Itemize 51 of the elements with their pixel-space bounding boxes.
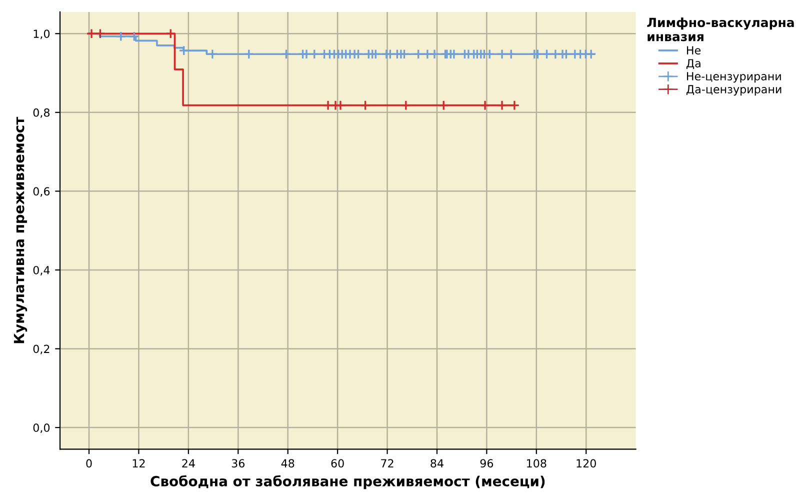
- x-tick-label: 96: [480, 459, 494, 468]
- point: [550, 48, 561, 60]
- point: [165, 28, 176, 39]
- point: [496, 48, 508, 60]
- y-tick-label: 1,0: [34, 30, 50, 40]
- x-tick-label: 120: [576, 459, 596, 468]
- point: [413, 48, 424, 60]
- point: [400, 100, 412, 111]
- point: [480, 100, 490, 111]
- x-tick-label: 60: [331, 459, 344, 468]
- x-tick-label: 0: [86, 459, 92, 468]
- x-tick-label: 108: [527, 459, 546, 468]
- point: [244, 48, 254, 60]
- point: [509, 100, 520, 111]
- y-tick-label: 0,6: [33, 187, 50, 197]
- y-tick-label: 0,0: [33, 424, 50, 434]
- legend-title: Лимфно-васкуларна инвазия: [647, 17, 794, 42]
- y-axis-title: Кумулативна преживяемост: [14, 116, 28, 344]
- legend-label: Да: [686, 59, 700, 70]
- y-tick-label: 0,2: [33, 344, 50, 354]
- x-tick-label: 36: [232, 459, 245, 468]
- point: [586, 48, 596, 60]
- point: [532, 48, 543, 60]
- point: [322, 100, 334, 111]
- point: [207, 48, 218, 60]
- point: [116, 31, 126, 42]
- x-tick-label: 48: [281, 459, 294, 468]
- x-tick-label: 72: [381, 459, 394, 468]
- point: [335, 100, 346, 111]
- point: [178, 45, 190, 56]
- point: [360, 100, 371, 111]
- point: [542, 48, 552, 60]
- point: [506, 48, 516, 60]
- y-tick-label: 0,8: [33, 108, 50, 118]
- x-axis-title: Свободна от заболяване преживяемост (месеци): [150, 475, 545, 490]
- point: [94, 28, 106, 39]
- point: [422, 48, 433, 60]
- point: [438, 100, 449, 111]
- legend-label: Не: [687, 46, 701, 54]
- legend-label: Да-цензурирани: [686, 85, 782, 96]
- point: [484, 48, 495, 60]
- legend-label: Не-цензурирани: [687, 72, 781, 83]
- y-tick-label: 0,4: [33, 266, 50, 276]
- point: [309, 48, 320, 60]
- point: [429, 48, 440, 60]
- x-tick-label: 12: [132, 459, 145, 468]
- x-tick-label: 24: [182, 459, 195, 468]
- point: [496, 100, 508, 111]
- x-tick-label: 84: [430, 459, 444, 468]
- point: [128, 31, 140, 42]
- point: [280, 48, 292, 60]
